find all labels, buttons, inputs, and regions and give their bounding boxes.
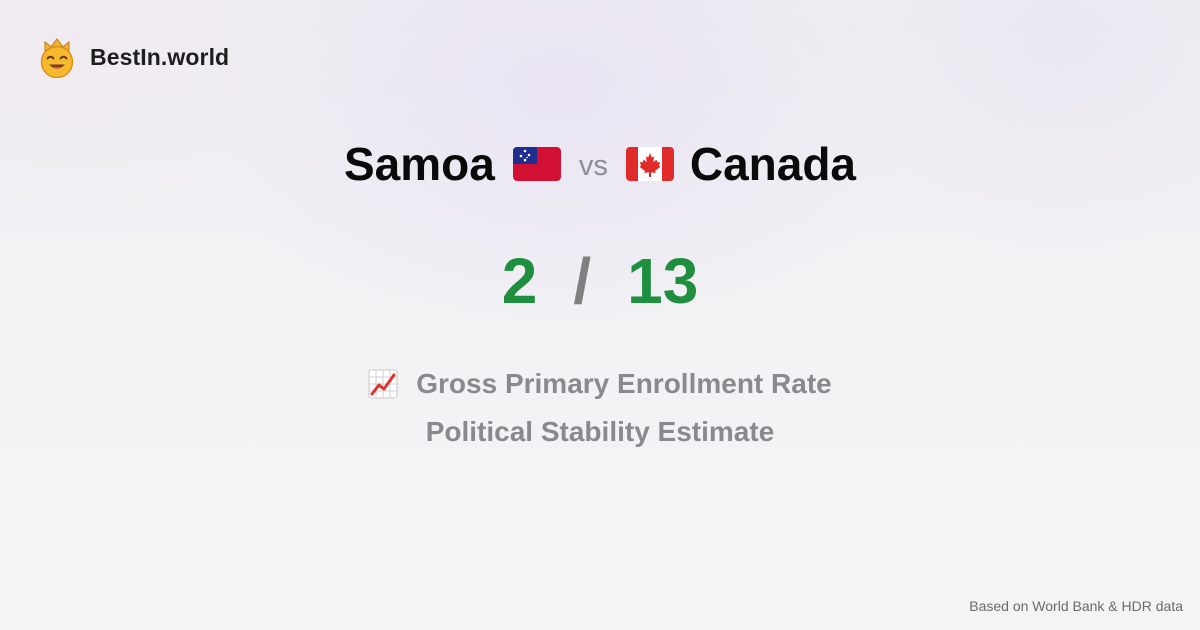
data-source-note: Based on World Bank & HDR data [969, 598, 1183, 614]
comparison-title: Samoa vs Canada [0, 134, 1200, 194]
metric-item-second: Political Stability Estimate [0, 412, 1200, 452]
right-country-name: Canada [689, 138, 857, 190]
vs-label: vs [578, 149, 608, 182]
score-separator: / [573, 245, 592, 317]
brand-name: BestIn.world [90, 43, 230, 70]
metric-label-second: Political Stability Estimate [425, 416, 775, 447]
crowned-smiley-icon [40, 38, 74, 78]
right-score: 13 [627, 245, 699, 317]
canada-flag-icon [625, 147, 674, 181]
score: 2 / 13 [0, 244, 1200, 318]
brand[interactable]: BestIn.world [38, 36, 229, 78]
left-score: 2 [501, 245, 538, 317]
metric-item-first: Gross Primary Enrollment Rate [0, 364, 1200, 404]
left-country-name: Samoa [343, 138, 495, 190]
metric-label-first: Gross Primary Enrollment Rate [416, 368, 832, 399]
samoa-flag-icon [512, 147, 561, 181]
chart-increasing-icon [368, 369, 398, 399]
